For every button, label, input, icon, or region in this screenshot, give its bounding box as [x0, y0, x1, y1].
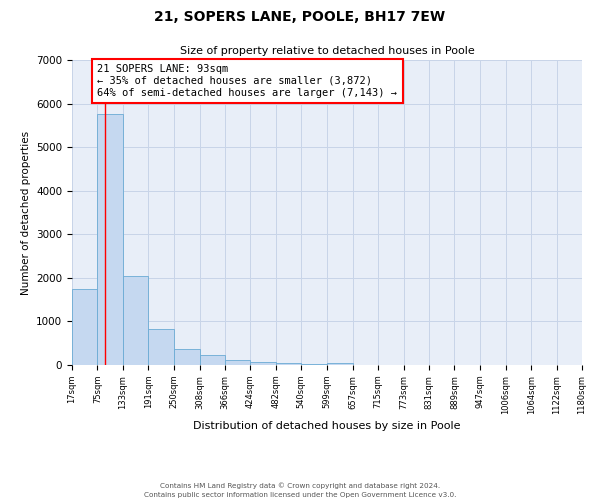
- Text: Contains HM Land Registry data © Crown copyright and database right 2024.: Contains HM Land Registry data © Crown c…: [160, 482, 440, 489]
- Bar: [148, 330, 174, 365]
- Text: 21, SOPERS LANE, POOLE, BH17 7EW: 21, SOPERS LANE, POOLE, BH17 7EW: [154, 10, 446, 24]
- Bar: [72, 289, 97, 365]
- Bar: [250, 362, 276, 365]
- Bar: [301, 364, 327, 365]
- Bar: [123, 276, 148, 365]
- Bar: [327, 363, 353, 365]
- Text: Contains public sector information licensed under the Open Government Licence v3: Contains public sector information licen…: [144, 492, 456, 498]
- Bar: [97, 114, 123, 365]
- Y-axis label: Number of detached properties: Number of detached properties: [20, 130, 31, 294]
- X-axis label: Distribution of detached houses by size in Poole: Distribution of detached houses by size …: [193, 420, 461, 430]
- Text: 21 SOPERS LANE: 93sqm
← 35% of detached houses are smaller (3,872)
64% of semi-d: 21 SOPERS LANE: 93sqm ← 35% of detached …: [97, 64, 397, 98]
- Bar: [225, 360, 250, 365]
- Bar: [200, 354, 225, 365]
- Bar: [276, 363, 301, 365]
- Title: Size of property relative to detached houses in Poole: Size of property relative to detached ho…: [179, 46, 475, 56]
- Bar: [174, 349, 200, 365]
